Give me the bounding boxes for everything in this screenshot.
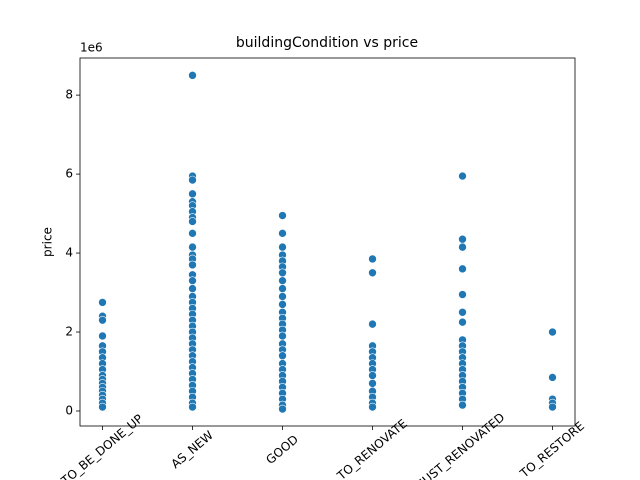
point: [278, 211, 287, 220]
point: [278, 292, 287, 301]
y-tick-label: 8: [65, 88, 73, 102]
y-tick-label: 6: [65, 167, 73, 181]
point: [98, 298, 107, 307]
chart-title: buildingCondition vs price: [236, 35, 418, 51]
point: [458, 400, 467, 410]
point: [98, 331, 107, 341]
point: [458, 234, 467, 244]
point: [188, 242, 197, 252]
y-axis-label: price: [41, 227, 55, 257]
point: [188, 71, 197, 80]
point: [188, 276, 197, 285]
point: [458, 264, 467, 274]
point: [188, 260, 197, 270]
x-tick-label: TO_RESTORE: [517, 419, 587, 480]
point: [188, 175, 197, 185]
point: [368, 319, 377, 329]
point: [458, 307, 467, 317]
x-tick-label: TO_BE_DONE_UP: [58, 412, 146, 480]
point: [188, 189, 197, 199]
point: [368, 402, 377, 412]
y-tick-label: 4: [65, 246, 73, 260]
point: [458, 171, 467, 181]
x-tick-label: AS_NEW: [168, 428, 216, 471]
x-tick-label: JUST_RENOVATED: [416, 410, 507, 480]
point: [278, 284, 287, 293]
point: [278, 351, 287, 361]
point: [98, 315, 107, 325]
point: [278, 276, 287, 285]
point: [368, 268, 377, 278]
y-offset-label: 1e6: [80, 41, 103, 55]
plot-frame: [79, 57, 576, 427]
point: [368, 254, 377, 264]
y-tick-label: 0: [65, 403, 73, 417]
point: [548, 373, 557, 382]
point: [278, 300, 287, 309]
point: [188, 217, 197, 226]
x-tick-label: GOOD: [263, 432, 301, 467]
point: [188, 402, 197, 412]
point: [278, 229, 287, 238]
point: [458, 317, 467, 327]
point: [458, 290, 467, 299]
point: [278, 242, 287, 252]
point: [548, 402, 557, 412]
point: [368, 379, 377, 388]
point: [98, 402, 107, 412]
point: [368, 371, 377, 380]
point: [278, 331, 287, 341]
point: [458, 242, 467, 252]
point: [278, 404, 287, 414]
point: [188, 284, 197, 293]
point: [278, 268, 287, 278]
point: [548, 327, 557, 337]
y-tick-label: 2: [65, 325, 73, 339]
point: [188, 229, 197, 238]
